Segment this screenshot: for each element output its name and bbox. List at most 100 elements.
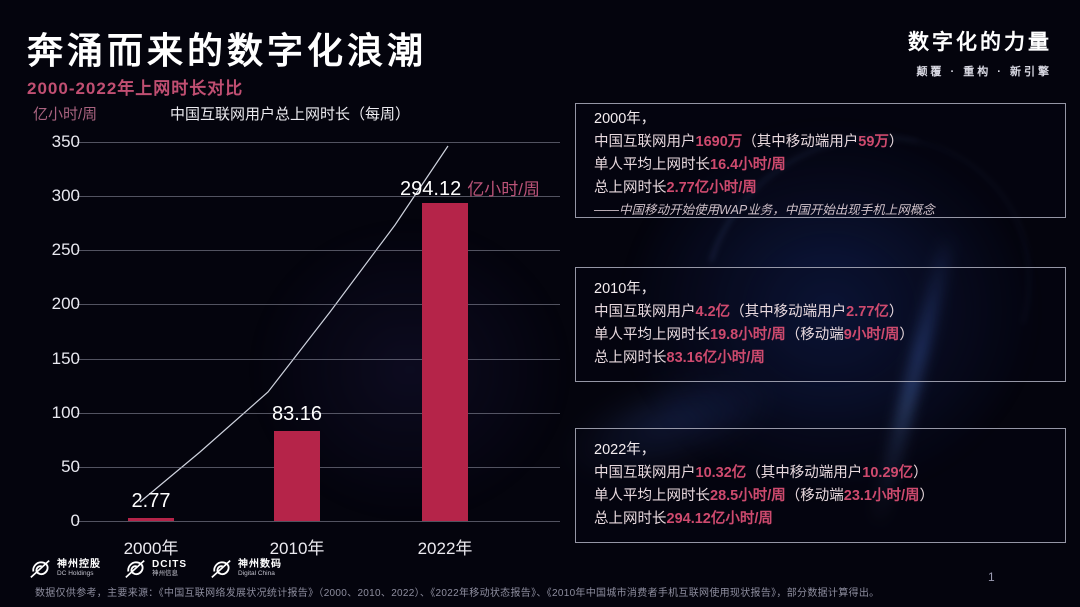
logo-text: 神州数码 Digital China	[238, 560, 282, 577]
info-box-line: 单人平均上网时长19.8小时/周（移动端9小时/周）	[594, 324, 1047, 347]
info-text: 总上网时长	[594, 180, 667, 196]
info-box-line: 单人平均上网时长28.5小时/周（移动端23.1小时/周）	[594, 485, 1047, 508]
info-box-line: 中国互联网用户1690万（其中移动端用户59万）	[594, 131, 1047, 154]
company-logo: 神州控股 DC Holdings	[28, 559, 101, 579]
info-box-line: 总上网时长294.12亿小时/周	[594, 508, 1047, 531]
logo-name: 神州数码	[238, 559, 282, 571]
info-text: （其中移动端用户	[730, 304, 847, 320]
bar-value-label: 2.77	[131, 490, 171, 512]
info-box-line: 2000年，	[594, 108, 1047, 131]
page-number: 1	[988, 570, 995, 584]
company-logo: 神州数码 Digital China	[209, 559, 282, 579]
x-axis-category-label: 2010年	[269, 539, 325, 558]
y-axis-tick-label: 150	[51, 348, 80, 368]
highlight-value: 28.5小时/周	[710, 488, 786, 504]
info-box-3: 2022年， 中国互联网用户10.32亿（其中移动端用户10.29亿） 单人平均上网…	[575, 428, 1066, 543]
y-axis-tick-label: 300	[51, 186, 80, 206]
y-axis-tick-label: 350	[51, 132, 80, 151]
brand-tagline: 颠覆 · 重构 · 新引擎	[916, 66, 1052, 78]
info-text: 总上网时长	[594, 511, 667, 527]
highlight-value: 19.8小时/周	[710, 327, 786, 343]
info-text: 总上网时长	[594, 350, 667, 366]
highlight-value: 83.16亿小时/周	[666, 350, 765, 366]
gridline	[77, 521, 560, 522]
gridline	[77, 196, 560, 198]
info-box-line: 2010年，	[594, 278, 1047, 301]
highlight-value: 59万	[858, 134, 889, 150]
highlight-value: 294.12亿小时/周	[666, 511, 773, 527]
info-text: ）	[899, 327, 914, 343]
bar-2010年	[274, 430, 320, 521]
company-logo: DCITS 神州信息	[123, 559, 187, 579]
x-axis-category-label: 2000年	[123, 539, 179, 558]
logo-subname: Digital China	[238, 569, 275, 577]
bar-chart-plot: 2.77 83.16 294.12 亿小时/周	[77, 142, 560, 522]
highlight-value: 16.4小时/周	[710, 157, 786, 173]
info-text: 单人平均上网时长	[594, 157, 710, 173]
info-text: （其中移动端用户	[746, 465, 863, 481]
logo-subname: DC Holdings	[57, 569, 94, 577]
highlight-value: 9小时/周	[843, 327, 900, 343]
info-text: 2010年，	[594, 281, 656, 297]
info-box-line: 总上网时长83.16亿小时/周	[594, 347, 1047, 370]
bar-value-label: 83.16	[271, 402, 323, 425]
y-axis-tick-label: 100	[51, 402, 80, 422]
info-box-2: 2010年， 中国互联网用户4.2亿（其中移动端用户2.77亿） 单人平均上网时长1…	[575, 267, 1066, 382]
page-title: 奔涌而来的数字化浪潮	[27, 30, 428, 71]
galaxy-logo-icon	[30, 560, 50, 578]
y-axis-unit-label: 亿小时/周	[33, 106, 98, 123]
highlight-value: 4.2亿	[695, 304, 731, 320]
info-box-line: 中国互联网用户10.32亿（其中移动端用户10.29亿）	[594, 462, 1047, 485]
info-text: ）	[919, 488, 935, 504]
info-text: （移动端	[785, 327, 844, 343]
info-box-line: 总上网时长2.77亿小时/周	[594, 177, 1047, 200]
highlight-value: 23.1小时/周	[843, 488, 920, 504]
info-text: ）	[888, 304, 904, 320]
info-text: 中国互联网用户	[594, 304, 696, 320]
galaxy-logo-icon	[125, 560, 145, 578]
gridline	[77, 358, 560, 360]
info-text: 单人平均上网时长	[594, 488, 710, 504]
y-axis-tick-label: 0	[70, 511, 80, 530]
company-logos: 神州控股 DC Holdings DCITS 神州信息 神州数码 Digital Chin…	[28, 559, 282, 579]
bar-2022年	[422, 202, 468, 521]
y-axis-tick-label: 200	[51, 294, 80, 314]
info-text: 单人平均上网时长	[594, 327, 710, 343]
gridline	[77, 250, 560, 252]
trend-line	[139, 145, 449, 503]
info-box-note: ——中国移动开始使用WAP业务，中国开始出现手机上网概念	[594, 203, 935, 217]
info-text: 2022年，	[594, 442, 656, 458]
info-text: 2000年，	[594, 111, 656, 127]
info-box-1: 2000年， 中国互联网用户1690万（其中移动端用户59万） 单人平均上网时长16…	[575, 103, 1066, 218]
highlight-value: 10.32亿	[695, 465, 747, 481]
logo-name: DCITS	[152, 559, 187, 571]
highlight-value: 2.77亿小时/周	[666, 180, 757, 196]
logo-text: 神州控股 DC Holdings	[57, 560, 101, 577]
highlight-value: 10.29亿	[862, 465, 914, 481]
logo-text: DCITS 神州信息	[152, 560, 187, 577]
info-text: （移动端	[785, 488, 844, 504]
bar-value-unit: 亿小时/周	[467, 179, 540, 199]
gridline	[77, 142, 560, 143]
bar-value-label: 294.12 亿小时/周	[400, 177, 540, 200]
chart-title: 中国互联网用户总上网时长（每周）	[170, 106, 411, 123]
highlight-value: 2.77亿	[846, 304, 889, 320]
gridline	[77, 412, 560, 414]
data-source-note: 数据仅供参考，主要来源：《中国互联网络发展状况统计报告》（2000、2010、2…	[35, 588, 880, 599]
info-box-line: 单人平均上网时长16.4小时/周	[594, 154, 1047, 177]
bar-2000年	[128, 518, 174, 521]
logo-subname: 神州信息	[152, 569, 178, 577]
info-box-line: 2022年，	[594, 439, 1047, 462]
highlight-value: 1690万	[695, 134, 743, 150]
y-axis-tick-label: 250	[51, 240, 80, 260]
info-text: 中国互联网用户	[594, 465, 696, 481]
gridline	[77, 304, 560, 306]
info-text: ）	[888, 134, 904, 150]
logo-name: 神州控股	[57, 559, 101, 571]
y-axis-tick-label: 50	[61, 456, 80, 476]
x-axis-category-label: 2022年	[417, 539, 473, 558]
brand-name: 数字化的力量	[908, 31, 1052, 54]
brand-block: 数字化的力量 颠覆 · 重构 · 新引擎	[908, 26, 1052, 79]
info-text: ）	[913, 465, 928, 481]
